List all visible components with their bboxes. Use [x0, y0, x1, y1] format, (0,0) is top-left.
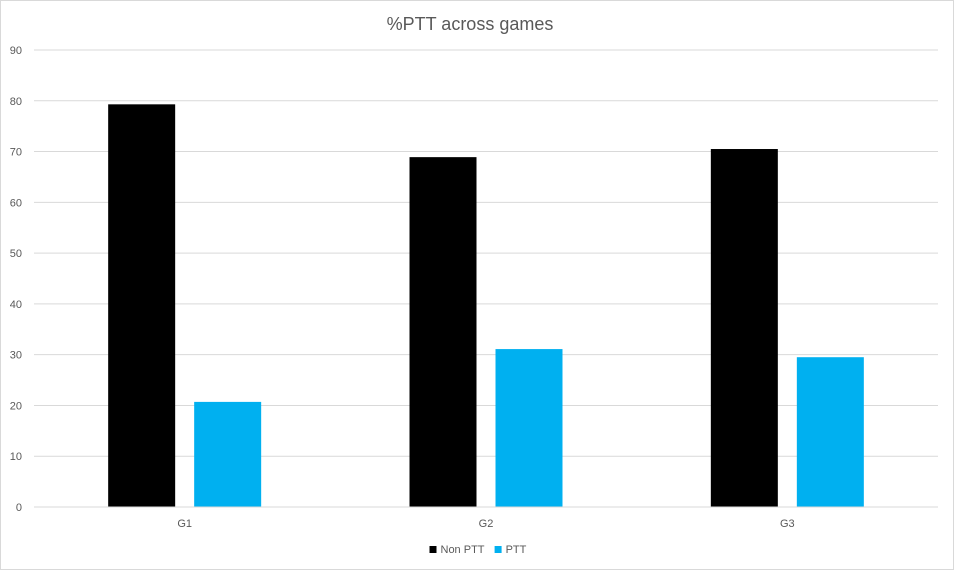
- y-tick-label: 40: [10, 299, 22, 311]
- y-tick-label: 30: [10, 350, 22, 362]
- x-category-label: G1: [177, 518, 192, 530]
- legend-swatch: [429, 546, 437, 553]
- bar-non-ptt-g1: [108, 104, 176, 508]
- bar-ptt-g1: [194, 401, 262, 507]
- x-axis-categories: G1 G2 G3: [177, 518, 794, 530]
- bar-non-ptt-g2: [409, 157, 477, 507]
- y-tick-label: 70: [10, 147, 22, 159]
- y-tick-label: 20: [10, 400, 22, 412]
- y-tick-label: 80: [10, 96, 22, 108]
- legend-label: PTT: [506, 544, 527, 556]
- bars: [108, 104, 864, 508]
- legend-swatch: [494, 546, 502, 553]
- y-tick-label: 90: [10, 45, 22, 57]
- legend-label: Non PTT: [441, 544, 485, 556]
- y-tick-label: 50: [10, 248, 22, 260]
- y-tick-label: 0: [16, 502, 22, 514]
- legend: Non PTT PTT: [429, 544, 527, 556]
- y-tick-label: 60: [10, 197, 22, 209]
- bar-non-ptt-g3: [710, 149, 778, 507]
- x-category-label: G3: [780, 518, 795, 530]
- bar-ptt-g2: [495, 349, 563, 507]
- y-tick-label: 10: [10, 451, 22, 463]
- chart-title: %PTT across games: [387, 14, 554, 34]
- bar-ptt-g3: [796, 357, 864, 507]
- x-category-label: G2: [479, 518, 494, 530]
- y-axis-ticks: 0 10 20 30 40 50 60 70 80 90: [10, 45, 22, 514]
- gridlines: [34, 49, 938, 457]
